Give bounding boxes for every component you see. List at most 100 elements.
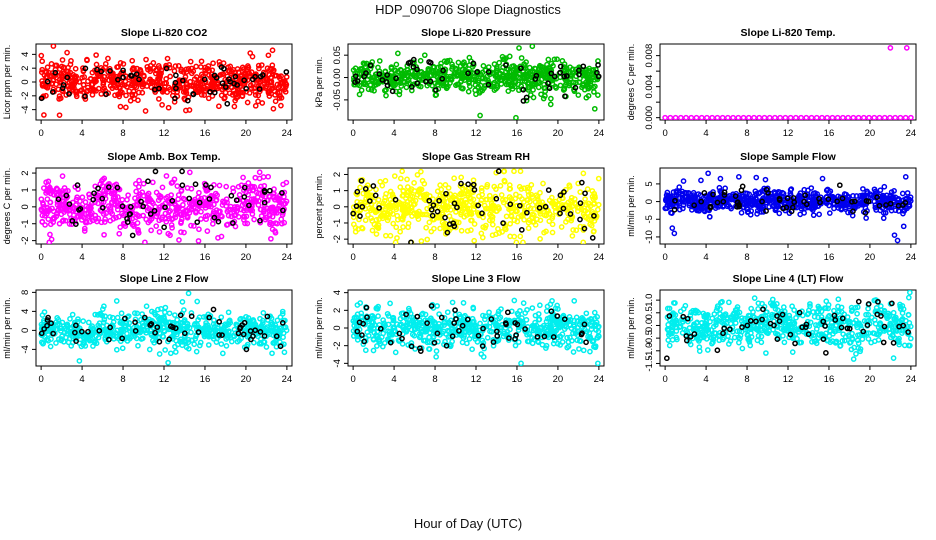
data-point xyxy=(405,220,412,227)
data-point xyxy=(525,225,532,232)
data-point xyxy=(159,184,166,191)
highlight-point xyxy=(64,74,71,81)
data-point xyxy=(66,221,73,227)
highlight-point xyxy=(257,217,263,224)
data-point xyxy=(397,184,404,191)
data-point xyxy=(399,215,406,222)
data-point xyxy=(819,175,826,182)
data-point xyxy=(414,171,421,178)
data-point xyxy=(264,65,271,72)
data-point xyxy=(279,308,286,315)
highlight-point xyxy=(485,81,492,88)
x-tick-label: 16 xyxy=(200,252,211,263)
y-axis-label: kPa per min. xyxy=(314,57,324,108)
data-point xyxy=(423,191,430,198)
highlight-point xyxy=(179,168,185,175)
data-point xyxy=(256,88,263,95)
point-series xyxy=(350,44,602,120)
data-point xyxy=(217,208,223,215)
data-point xyxy=(437,63,444,70)
data-point xyxy=(388,65,395,72)
data-point xyxy=(98,91,105,97)
data-point xyxy=(591,228,597,234)
data-point xyxy=(868,192,875,199)
data-point xyxy=(507,220,514,227)
highlight-point xyxy=(211,89,218,96)
highlight-point xyxy=(410,63,417,70)
highlight-point xyxy=(393,75,399,82)
data-point xyxy=(81,74,88,80)
data-point xyxy=(195,194,202,201)
y-tick-label: 4 xyxy=(332,290,343,295)
data-point xyxy=(232,223,239,230)
data-point xyxy=(156,96,162,102)
highlight-point xyxy=(63,192,70,199)
highlight-point xyxy=(408,239,414,244)
data-point xyxy=(538,91,544,98)
point-series xyxy=(662,170,914,244)
x-tick-label: 12 xyxy=(159,374,170,385)
data-point xyxy=(551,203,558,210)
highlight-point xyxy=(129,232,136,239)
y-tick-label: -4 xyxy=(332,359,343,367)
data-point xyxy=(257,336,264,343)
data-point xyxy=(202,70,209,77)
y-tick-label: -1 xyxy=(20,220,31,228)
panel-4: Slope Amb. Box Temp.0 4 8 12 16 20 24-2-1012de… xyxy=(2,151,293,263)
data-point xyxy=(511,72,517,79)
data-point xyxy=(274,317,281,324)
highlight-point xyxy=(138,198,144,205)
highlight-point xyxy=(233,197,240,204)
data-point xyxy=(107,314,113,320)
data-point xyxy=(160,333,166,340)
data-point xyxy=(252,174,259,181)
data-point xyxy=(72,65,79,72)
data-point xyxy=(490,70,497,76)
data-point xyxy=(392,239,399,244)
data-point xyxy=(437,213,443,220)
data-point xyxy=(95,192,102,199)
highlight-point xyxy=(839,195,846,202)
data-point xyxy=(44,196,51,202)
point-series xyxy=(38,290,290,366)
data-point xyxy=(512,79,519,86)
data-point xyxy=(163,75,170,82)
data-point xyxy=(113,298,120,304)
data-point xyxy=(165,209,172,215)
data-point xyxy=(180,201,186,208)
data-point xyxy=(535,339,542,346)
data-point xyxy=(387,232,394,239)
highlight-point xyxy=(243,85,250,92)
data-point xyxy=(442,202,449,209)
data-point xyxy=(557,82,564,89)
data-point xyxy=(243,213,250,220)
data-point xyxy=(71,319,78,326)
data-point xyxy=(270,193,277,200)
data-point xyxy=(688,114,695,120)
data-point xyxy=(176,237,182,243)
data-point xyxy=(751,114,757,120)
data-point xyxy=(232,97,238,104)
highlight-point xyxy=(73,322,79,329)
y-tick-label: -5 xyxy=(644,215,655,223)
data-point xyxy=(498,306,504,312)
data-point xyxy=(574,204,581,211)
data-point xyxy=(136,89,142,96)
highlight-point xyxy=(172,325,179,332)
data-point xyxy=(411,326,418,333)
x-tick-label: 20 xyxy=(553,252,564,263)
data-point xyxy=(249,184,256,190)
y-tick-label: 2 xyxy=(20,66,31,71)
data-point xyxy=(537,217,544,224)
data-point xyxy=(76,358,83,364)
outlier-point xyxy=(753,174,760,181)
data-point xyxy=(169,224,175,231)
figure-title: HDP_090706 Slope Diagnostics xyxy=(375,2,561,17)
data-point xyxy=(503,55,509,61)
highlight-point xyxy=(141,314,148,321)
highlight-point xyxy=(507,201,514,208)
data-point xyxy=(565,339,572,345)
data-point xyxy=(529,305,536,311)
